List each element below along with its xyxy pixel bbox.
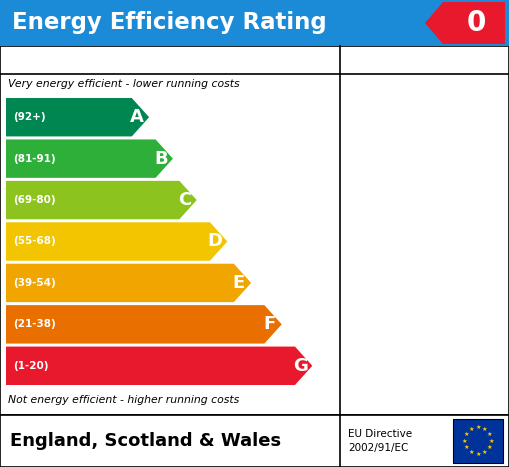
Text: E: E	[233, 274, 245, 292]
Text: ★: ★	[464, 432, 469, 437]
Text: ★: ★	[487, 445, 492, 450]
Polygon shape	[425, 2, 505, 44]
Text: ★: ★	[462, 439, 468, 444]
Text: Energy Efficiency Rating: Energy Efficiency Rating	[12, 12, 327, 35]
Text: (92+): (92+)	[13, 112, 46, 122]
Text: G: G	[293, 357, 307, 375]
Polygon shape	[6, 140, 173, 178]
Bar	[453, 419, 503, 463]
Text: ★: ★	[464, 445, 469, 450]
Text: ★: ★	[469, 450, 474, 455]
Polygon shape	[6, 222, 228, 261]
Polygon shape	[6, 264, 251, 302]
Bar	[0, 0, 509, 46]
Text: A: A	[130, 108, 144, 126]
Text: (39-54): (39-54)	[13, 278, 56, 288]
Text: (21-38): (21-38)	[13, 319, 56, 329]
Text: ★: ★	[475, 452, 481, 457]
Polygon shape	[6, 181, 196, 219]
Text: C: C	[178, 191, 191, 209]
Text: ★: ★	[489, 439, 494, 444]
Text: Not energy efficient - higher running costs: Not energy efficient - higher running co…	[8, 395, 239, 405]
Text: (69-80): (69-80)	[13, 195, 55, 205]
Text: ★: ★	[482, 427, 488, 432]
Text: ★: ★	[475, 425, 481, 430]
Text: England, Scotland & Wales: England, Scotland & Wales	[10, 432, 281, 450]
Text: (55-68): (55-68)	[13, 236, 56, 247]
Text: D: D	[208, 233, 223, 250]
Text: ★: ★	[469, 427, 474, 432]
Bar	[0, 415, 509, 467]
Polygon shape	[6, 305, 281, 344]
Text: ★: ★	[482, 450, 488, 455]
Text: EU Directive
2002/91/EC: EU Directive 2002/91/EC	[348, 429, 412, 453]
Text: (81-91): (81-91)	[13, 154, 55, 163]
Bar	[0, 46, 509, 415]
Polygon shape	[6, 347, 313, 385]
Text: 0: 0	[466, 9, 486, 37]
Text: (1-20): (1-20)	[13, 361, 48, 371]
Polygon shape	[6, 98, 149, 136]
Text: F: F	[264, 315, 276, 333]
Text: ★: ★	[487, 432, 492, 437]
Text: B: B	[154, 149, 167, 168]
Text: Very energy efficient - lower running costs: Very energy efficient - lower running co…	[8, 79, 240, 89]
